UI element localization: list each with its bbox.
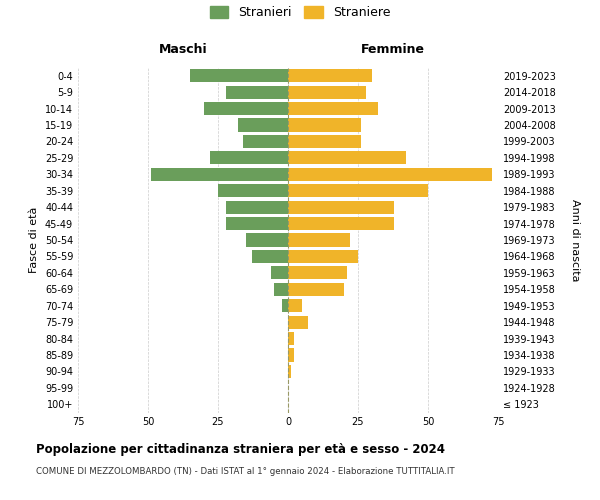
Bar [209,152,288,164]
Bar [283,299,288,312]
Bar [288,152,406,164]
Bar [288,316,308,328]
Bar [288,217,394,230]
Bar [204,102,288,115]
Bar [288,102,377,115]
Bar [246,234,288,246]
Bar [288,135,361,148]
Bar [288,282,344,296]
Y-axis label: Anni di nascita: Anni di nascita [569,198,580,281]
Bar [288,266,347,280]
Text: Maschi: Maschi [158,43,208,56]
Bar [218,184,288,198]
Text: Femmine: Femmine [361,43,425,56]
Bar [288,118,361,132]
Bar [288,200,394,213]
Text: COMUNE DI MEZZOLOMBARDO (TN) - Dati ISTAT al 1° gennaio 2024 - Elaborazione TUTT: COMUNE DI MEZZOLOMBARDO (TN) - Dati ISTA… [36,468,455,476]
Bar [288,168,493,181]
Y-axis label: Fasce di età: Fasce di età [29,207,39,273]
Bar [288,250,358,263]
Bar [238,118,288,132]
Bar [288,184,428,198]
Bar [288,332,293,345]
Bar [274,282,288,296]
Text: Popolazione per cittadinanza straniera per età e sesso - 2024: Popolazione per cittadinanza straniera p… [36,442,445,456]
Bar [288,365,291,378]
Bar [288,299,302,312]
Bar [243,135,288,148]
Bar [288,348,293,362]
Bar [226,200,288,213]
Bar [151,168,288,181]
Legend: Stranieri, Straniere: Stranieri, Straniere [209,6,391,19]
Bar [251,250,288,263]
Bar [288,234,350,246]
Bar [190,69,288,82]
Bar [271,266,288,280]
Bar [226,86,288,98]
Bar [288,86,367,98]
Bar [226,217,288,230]
Bar [288,69,372,82]
